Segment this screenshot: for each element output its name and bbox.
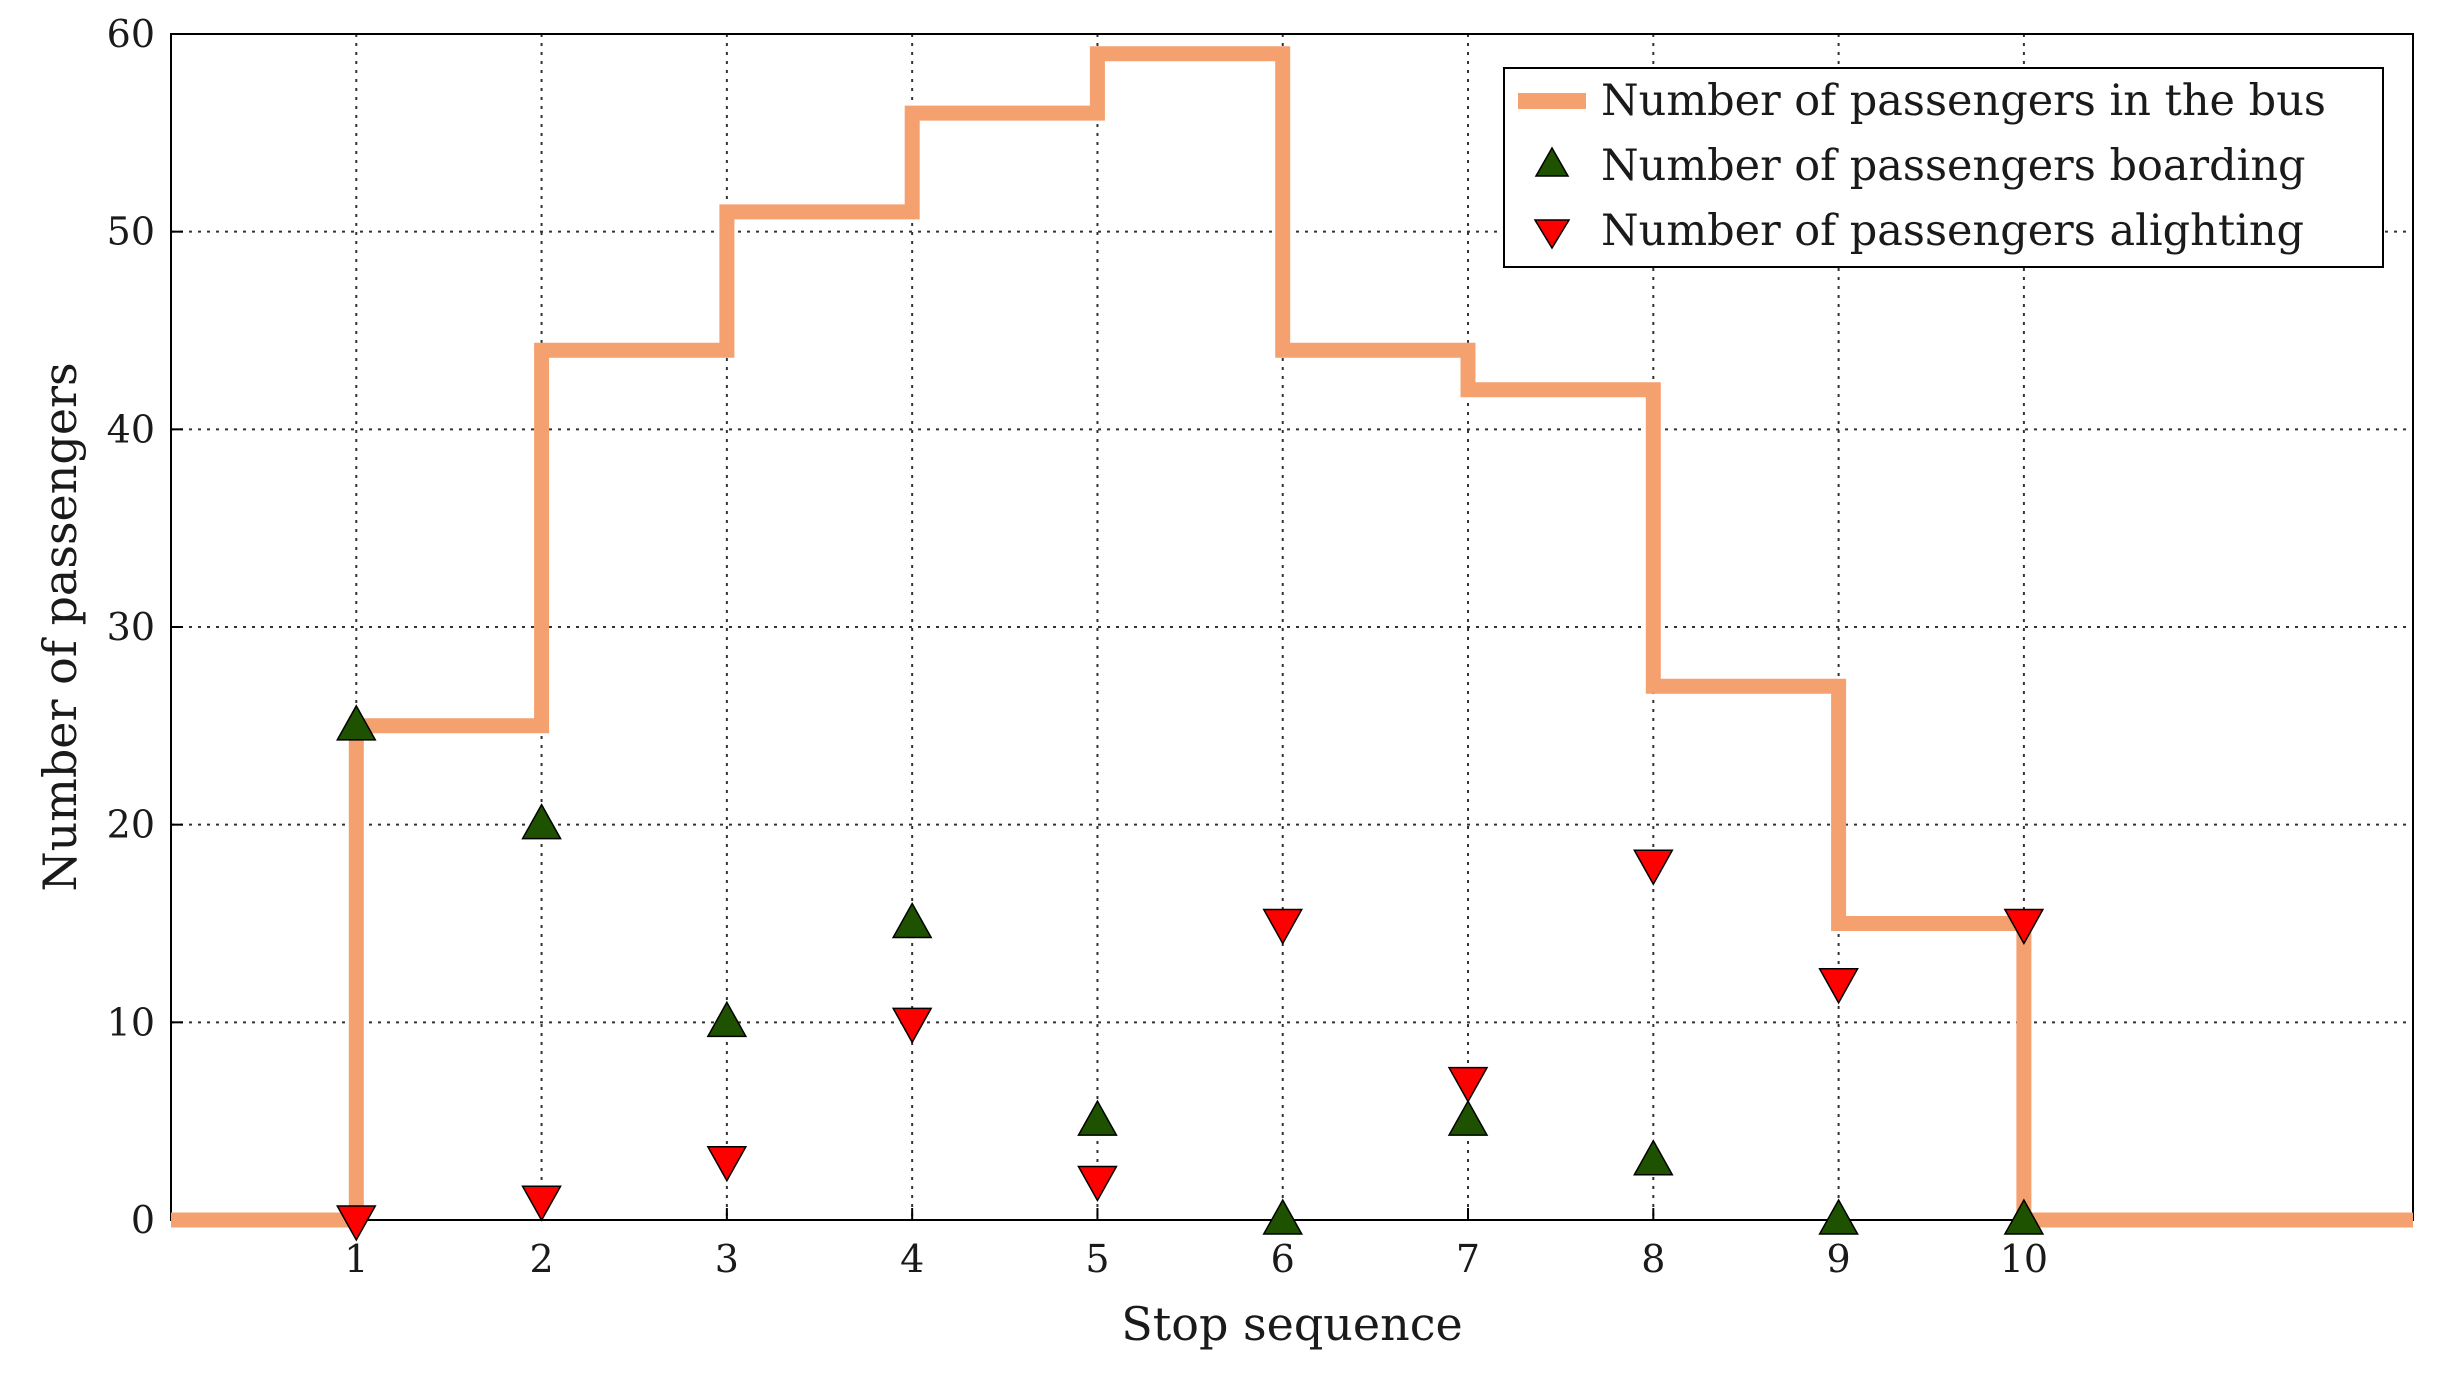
- y-tick-label: 40: [107, 407, 155, 451]
- boarding-point: [1447, 1099, 1489, 1136]
- x-tick-label: 1: [344, 1237, 368, 1281]
- y-tick-label: 50: [107, 210, 155, 254]
- boarding-point: [1262, 1198, 1304, 1235]
- boarding-point: [1633, 1139, 1674, 1176]
- alighting-point: [336, 1205, 377, 1242]
- boarding-point: [891, 901, 933, 939]
- legend-label-bus: Number of passengers in the bus: [1601, 76, 2326, 126]
- alighting-point: [1447, 1066, 1489, 1104]
- x-tick-label: 8: [1641, 1237, 1665, 1281]
- x-tick-label: 6: [1271, 1237, 1295, 1281]
- x-tick-label: 3: [715, 1237, 739, 1281]
- alighting-point: [706, 1145, 748, 1183]
- alighting-point: [1077, 1165, 1118, 1203]
- legend-label-boarding: Number of passengers boarding: [1601, 141, 2306, 191]
- legend-swatch-alighting: [1533, 219, 1571, 250]
- y-axis-title: Number of passengers: [33, 362, 87, 891]
- x-tick-label: 4: [900, 1237, 924, 1281]
- x-tick-label: 9: [1827, 1237, 1851, 1281]
- y-tick-label: 10: [107, 1000, 155, 1044]
- legend: Number of passengers in the bus Number o…: [1503, 67, 2384, 268]
- alighting-point: [891, 1007, 933, 1044]
- series-line-bus: [171, 46, 2413, 1228]
- boarding-point: [2003, 1198, 2045, 1235]
- legend-swatch-boarding: [1534, 146, 1570, 177]
- alighting-point: [1818, 968, 1859, 1005]
- boarding-point: [336, 704, 377, 741]
- x-tick-label: 7: [1456, 1237, 1480, 1281]
- alighting-point: [1633, 849, 1674, 886]
- alighting-point: [1262, 908, 1304, 946]
- boarding-point: [1077, 1099, 1118, 1136]
- boarding-point: [706, 1000, 748, 1038]
- x-tick-label: 10: [2000, 1237, 2048, 1281]
- y-tick-label: 60: [107, 12, 155, 56]
- y-tick-label: 0: [131, 1198, 155, 1242]
- x-tick-label: 5: [1085, 1237, 1109, 1281]
- alighting-point: [2003, 908, 2045, 946]
- x-tick-label: 2: [529, 1237, 553, 1281]
- x-axis-ticks: 1 2 3 4 5 6 7 8 9 10: [344, 1208, 2048, 1281]
- x-axis-title: Stop sequence: [1121, 1297, 1463, 1351]
- alighting-point: [521, 1185, 562, 1222]
- boarding-point: [1818, 1198, 1859, 1235]
- series: [171, 46, 2413, 1242]
- legend-label-alighting: Number of passengers alighting: [1601, 206, 2304, 256]
- y-tick-label: 30: [107, 605, 155, 649]
- y-tick-label: 20: [107, 803, 155, 847]
- y-axis-ticks: 0 10 20 30 40 50 60: [107, 12, 183, 1242]
- boarding-point: [521, 803, 562, 840]
- legend-box: [1503, 67, 2384, 268]
